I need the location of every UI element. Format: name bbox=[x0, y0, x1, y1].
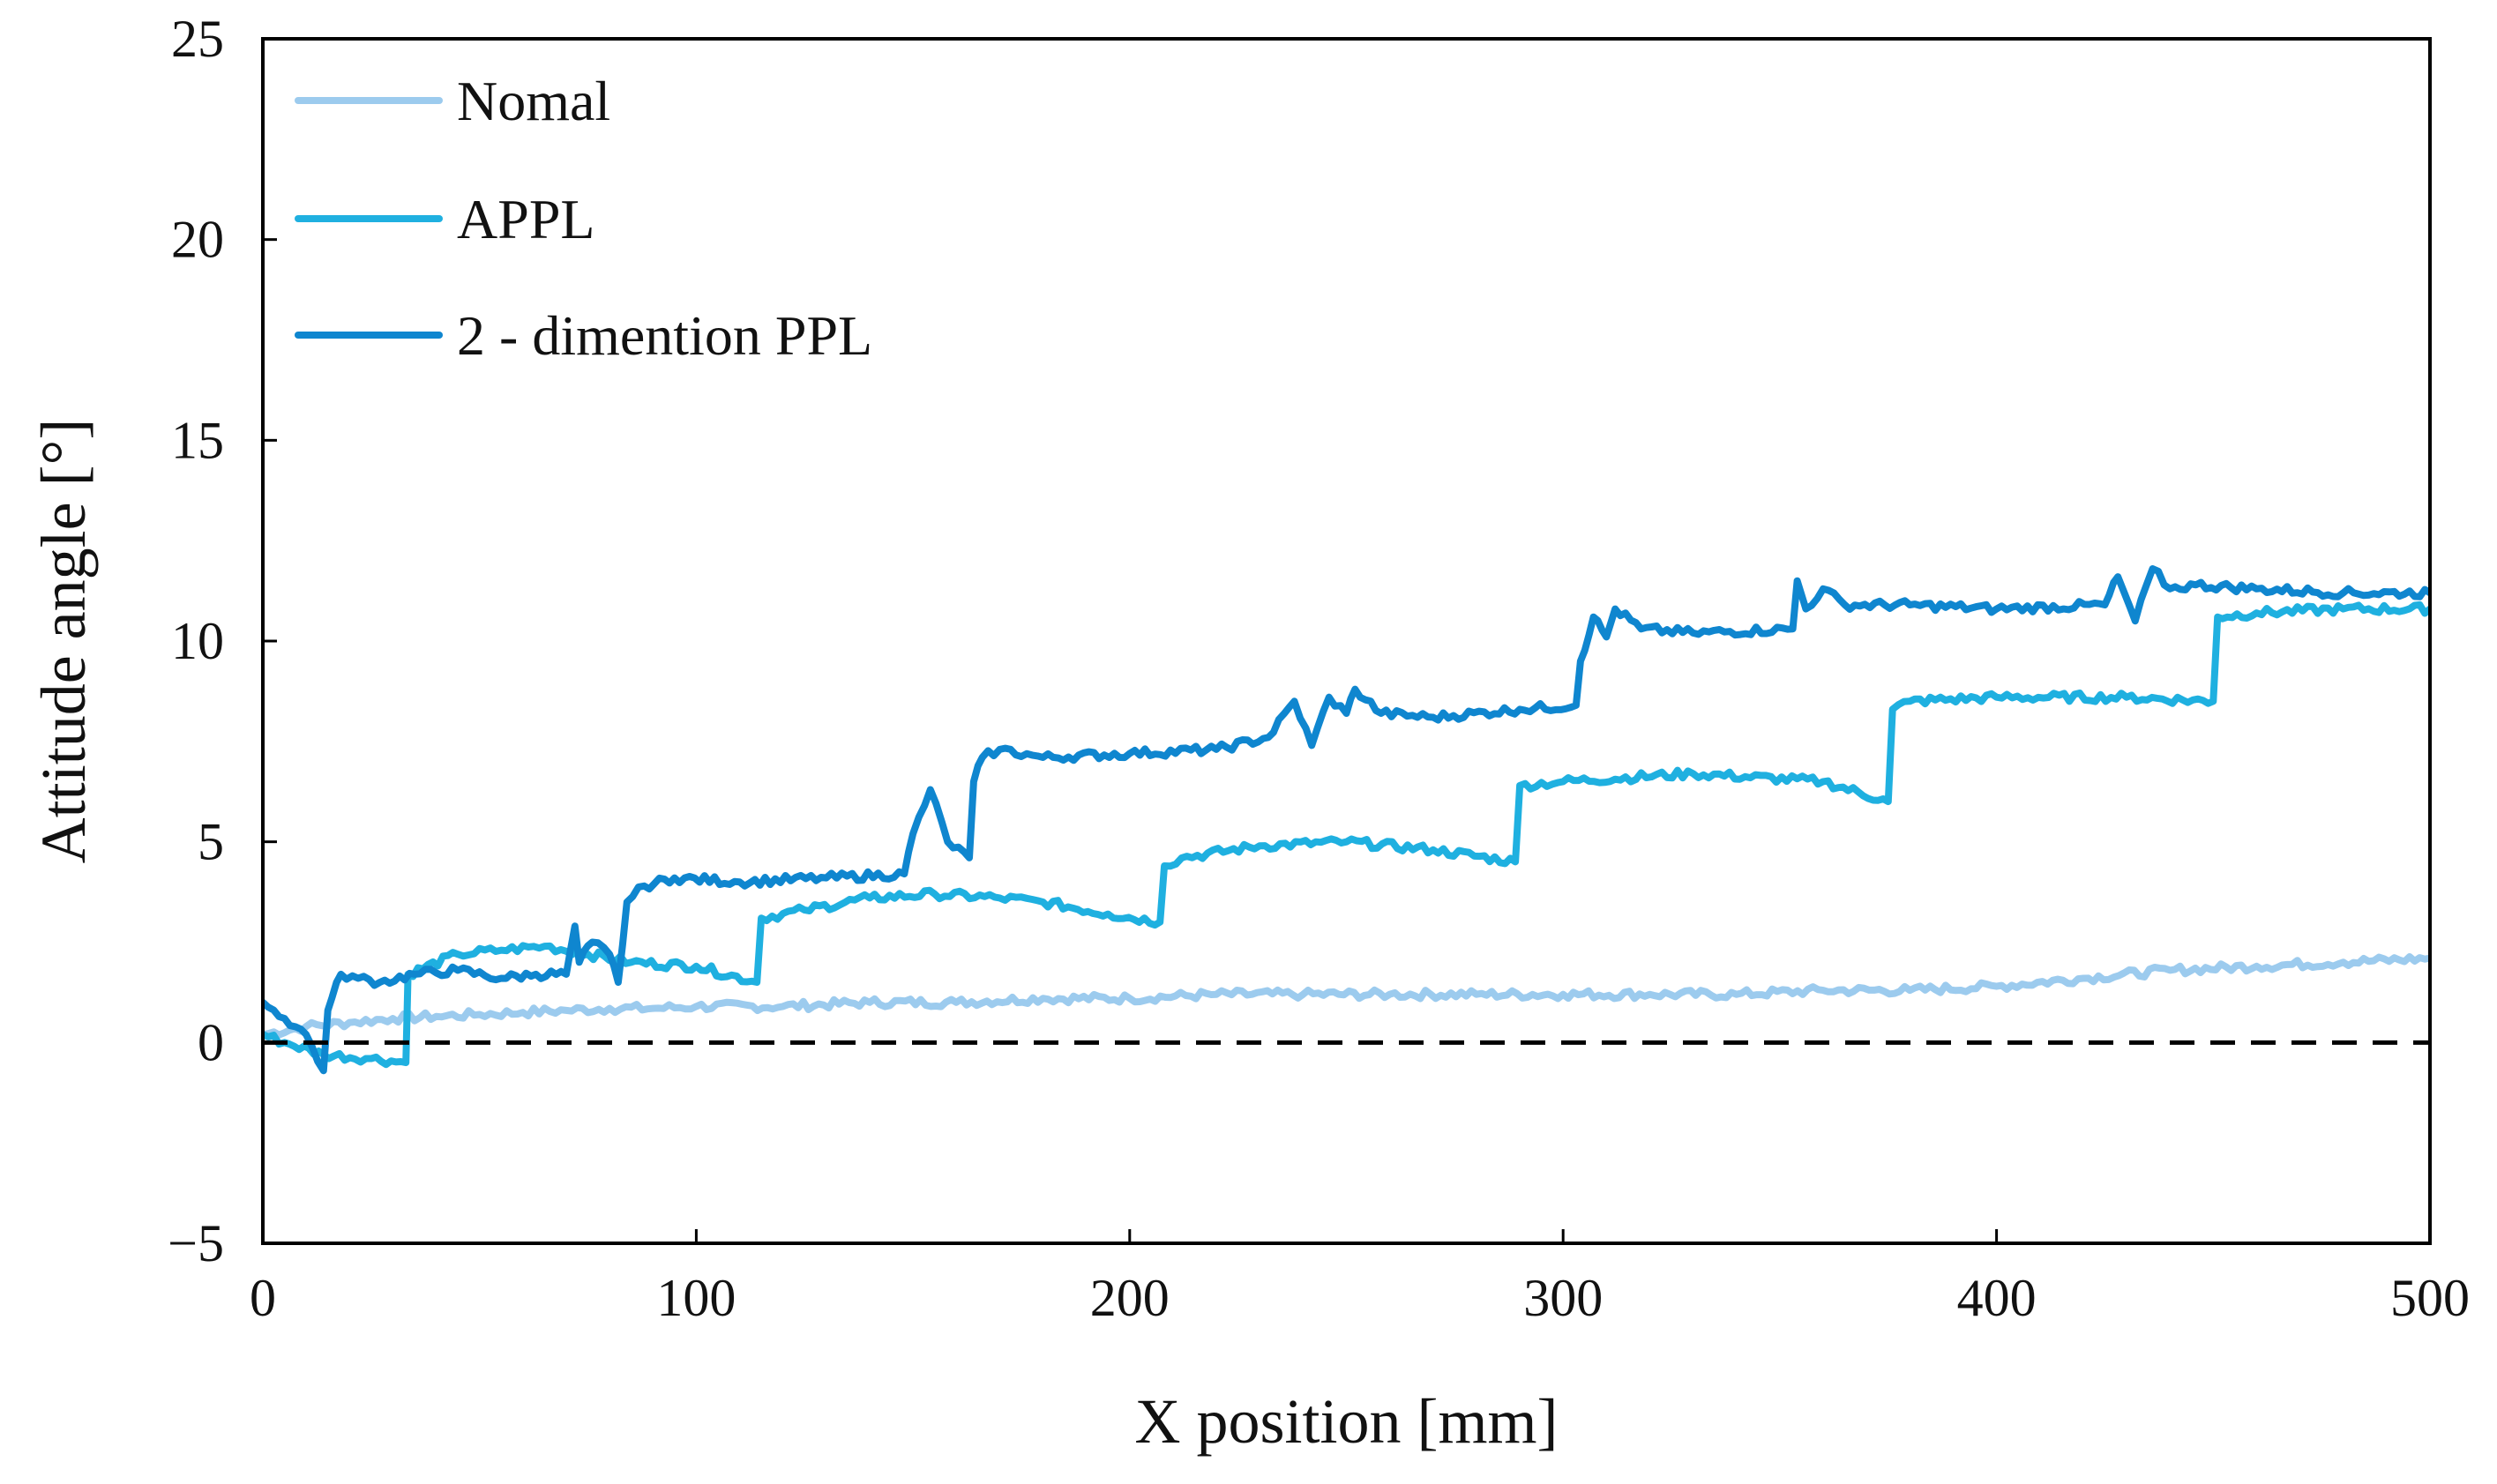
legend-label-0: Nomal bbox=[457, 70, 610, 132]
x-tick-label: 200 bbox=[1090, 1269, 1170, 1327]
y-axis-label: Attitude angle [°] bbox=[28, 419, 99, 864]
x-tick-label: 300 bbox=[1523, 1269, 1603, 1327]
series-line-2 bbox=[263, 565, 2430, 1075]
x-tick-label: 400 bbox=[1957, 1269, 2037, 1327]
y-tick-label: 10 bbox=[171, 612, 224, 670]
x-tick-label: 100 bbox=[656, 1269, 736, 1327]
y-tick-label: 20 bbox=[171, 211, 224, 269]
legend-label-1: APPL bbox=[457, 188, 595, 250]
y-tick-label: 15 bbox=[171, 411, 224, 469]
y-tick-label: 5 bbox=[198, 813, 224, 871]
y-tick-label: −5 bbox=[168, 1214, 224, 1272]
legend-label-2: 2 - dimention PPL bbox=[457, 304, 872, 367]
tick-layer: 0 100 200 300 400 500 −5 0 5 10 15 20 25 bbox=[168, 10, 2470, 1327]
legend: Nomal APPL 2 - dimention PPL bbox=[295, 70, 872, 367]
series-line-0 bbox=[263, 953, 2430, 1039]
series-line-1 bbox=[263, 600, 2430, 1069]
y-tick-label: 25 bbox=[171, 10, 224, 68]
y-tick-label: 0 bbox=[198, 1013, 224, 1071]
x-tick-label: 0 bbox=[250, 1269, 276, 1327]
x-axis-label: X position [mm] bbox=[1135, 1386, 1559, 1457]
x-tick-label: 500 bbox=[2390, 1269, 2470, 1327]
series-layer bbox=[263, 565, 2430, 1075]
